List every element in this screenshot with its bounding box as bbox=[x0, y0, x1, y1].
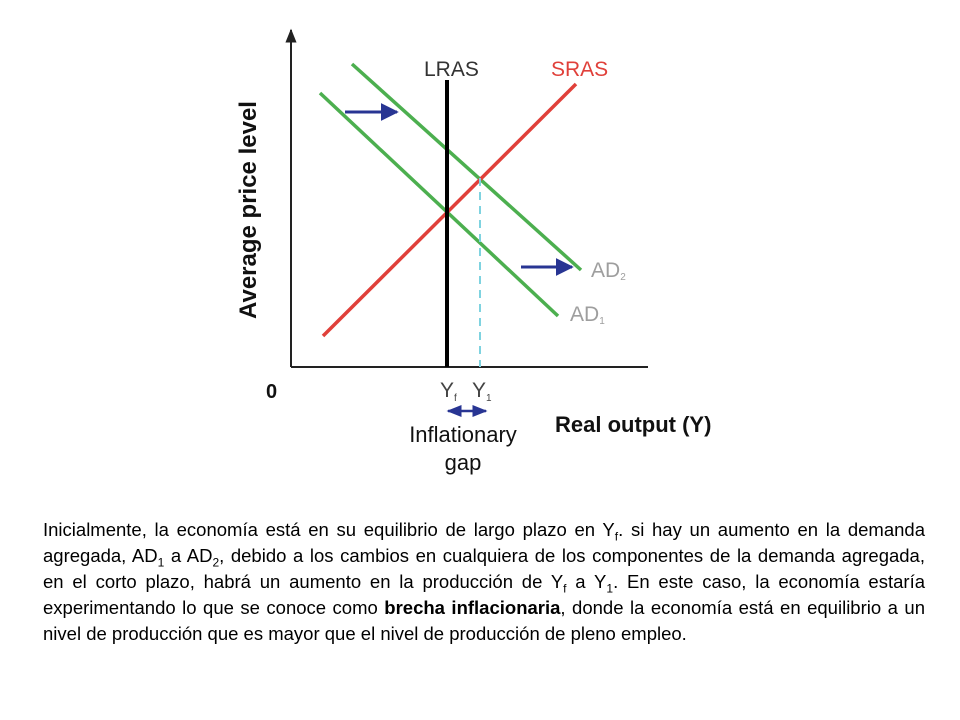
ad2-label: AD2 bbox=[591, 259, 626, 283]
caption-bold-term: brecha inflacionaria bbox=[384, 597, 561, 618]
caption-text-6: . En este caso, la economía estaría expe… bbox=[43, 571, 925, 618]
x-axis-label: Real output (Y) bbox=[555, 412, 711, 437]
yf-label: Yf bbox=[440, 379, 457, 404]
ad1-curve bbox=[318, 91, 560, 318]
origin-label: 0 bbox=[266, 381, 277, 403]
sras-curve bbox=[321, 82, 578, 338]
y-axis-label: Average price level bbox=[235, 101, 262, 319]
caption-text-1: Inicialmente, la economía está en su equ… bbox=[43, 519, 615, 540]
caption-text-4: , debido a los cambios en cualquiera de … bbox=[43, 545, 925, 592]
caption-sub-5: 1 bbox=[606, 581, 614, 596]
lras-label: LRAS bbox=[424, 58, 479, 81]
caption-text-5: a Y bbox=[566, 571, 607, 592]
ad2-curve bbox=[350, 62, 583, 272]
caption-sub-2: 1 bbox=[157, 555, 165, 570]
caption-text-7: , donde la economía está en equilibrio a… bbox=[43, 597, 925, 644]
ad1-label: AD1 bbox=[570, 303, 605, 327]
gap-label-line1: Inflationary bbox=[409, 422, 517, 447]
caption-sub-1: f bbox=[614, 529, 619, 544]
sras-label: SRAS bbox=[551, 58, 608, 81]
explanation-paragraph: Inicialmente, la economía está en su equ… bbox=[43, 517, 925, 647]
caption-text-3: a AD bbox=[164, 545, 213, 566]
ad-as-diagram: Average price level Real output (Y) 0 LR… bbox=[235, 28, 711, 475]
gap-label-line2: gap bbox=[445, 450, 482, 475]
caption-sub-4: f bbox=[563, 581, 567, 596]
caption-sub-3: 2 bbox=[212, 555, 220, 570]
caption-text-2: . si hay un aumento en la demanda agrega… bbox=[43, 519, 925, 566]
y1-label: Y1 bbox=[472, 379, 492, 404]
